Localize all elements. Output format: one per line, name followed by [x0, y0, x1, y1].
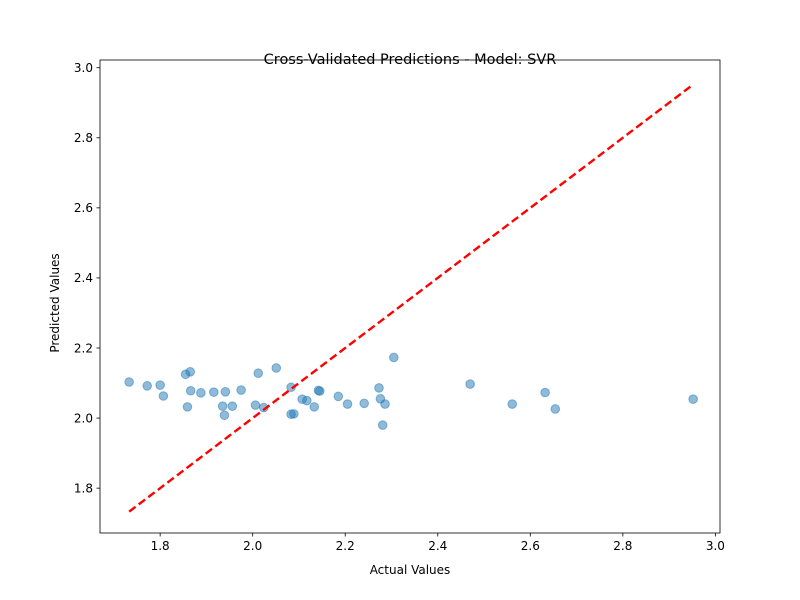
- scatter-point: [333, 391, 344, 402]
- x-tick-label: 2.8: [613, 539, 632, 553]
- reference-line: [128, 83, 694, 513]
- scatter-point: [380, 399, 390, 409]
- y-tick-label: 3.0: [74, 61, 93, 75]
- scatter-point: [217, 401, 228, 411]
- x-tick-label: 2.6: [521, 539, 540, 553]
- y-tick-label: 2.0: [74, 411, 93, 425]
- scatter-point: [220, 387, 231, 397]
- x-tick-label: 2.4: [428, 539, 447, 553]
- scatter-point: [342, 399, 353, 409]
- scatter-point: [540, 387, 550, 398]
- scatter-point: [158, 391, 169, 401]
- scatter-point: [250, 400, 261, 410]
- scatter-point: [209, 387, 219, 397]
- scatter-point: [227, 401, 238, 411]
- scatter-point: [359, 398, 369, 409]
- y-tick-label: 2.8: [74, 131, 93, 145]
- scatter-point: [374, 383, 384, 393]
- scatter-point: [253, 368, 264, 379]
- scatter-point: [507, 399, 518, 409]
- x-tick-label: 1.8: [151, 539, 170, 553]
- scatter-point: [289, 409, 299, 419]
- scatter-point: [155, 380, 165, 390]
- scatter-point: [377, 420, 388, 430]
- y-tick-label: 2.6: [74, 201, 93, 215]
- scatter-point: [688, 394, 698, 404]
- scatter-point: [309, 402, 320, 412]
- scatter-point: [196, 388, 206, 398]
- scatter-point: [389, 352, 399, 363]
- x-tick-label: 2.2: [336, 539, 355, 553]
- x-tick-label: 3.0: [706, 539, 725, 553]
- scatter-point: [182, 402, 193, 412]
- y-axis-label: Predicted Values: [48, 253, 62, 352]
- y-tick-label: 2.2: [74, 341, 93, 355]
- plot-area: 1.8 2.0 2.2 2.4 2.6 2.8 3.0 1.8 2.0 2.2 2.4 2.6 2.8 3…: [74, 59, 725, 553]
- scatter-point: [465, 379, 475, 389]
- scatter-point: [185, 367, 196, 377]
- axes-frame: [99, 59, 721, 534]
- y-tick-label: 1.8: [74, 481, 93, 495]
- x-tick-label: 2.0: [243, 539, 262, 553]
- scatter-point: [142, 381, 152, 391]
- y-tick-label: 2.4: [74, 271, 93, 285]
- scatter-point: [314, 386, 325, 396]
- scatter-point: [185, 385, 196, 396]
- scatter-point: [271, 363, 282, 373]
- scatter-point: [236, 385, 246, 395]
- x-axis-label: Actual Values: [370, 563, 451, 577]
- scatter-point: [550, 404, 561, 414]
- scatter-point: [124, 377, 134, 387]
- scatter-point: [219, 410, 230, 421]
- scatter-point: [302, 395, 312, 406]
